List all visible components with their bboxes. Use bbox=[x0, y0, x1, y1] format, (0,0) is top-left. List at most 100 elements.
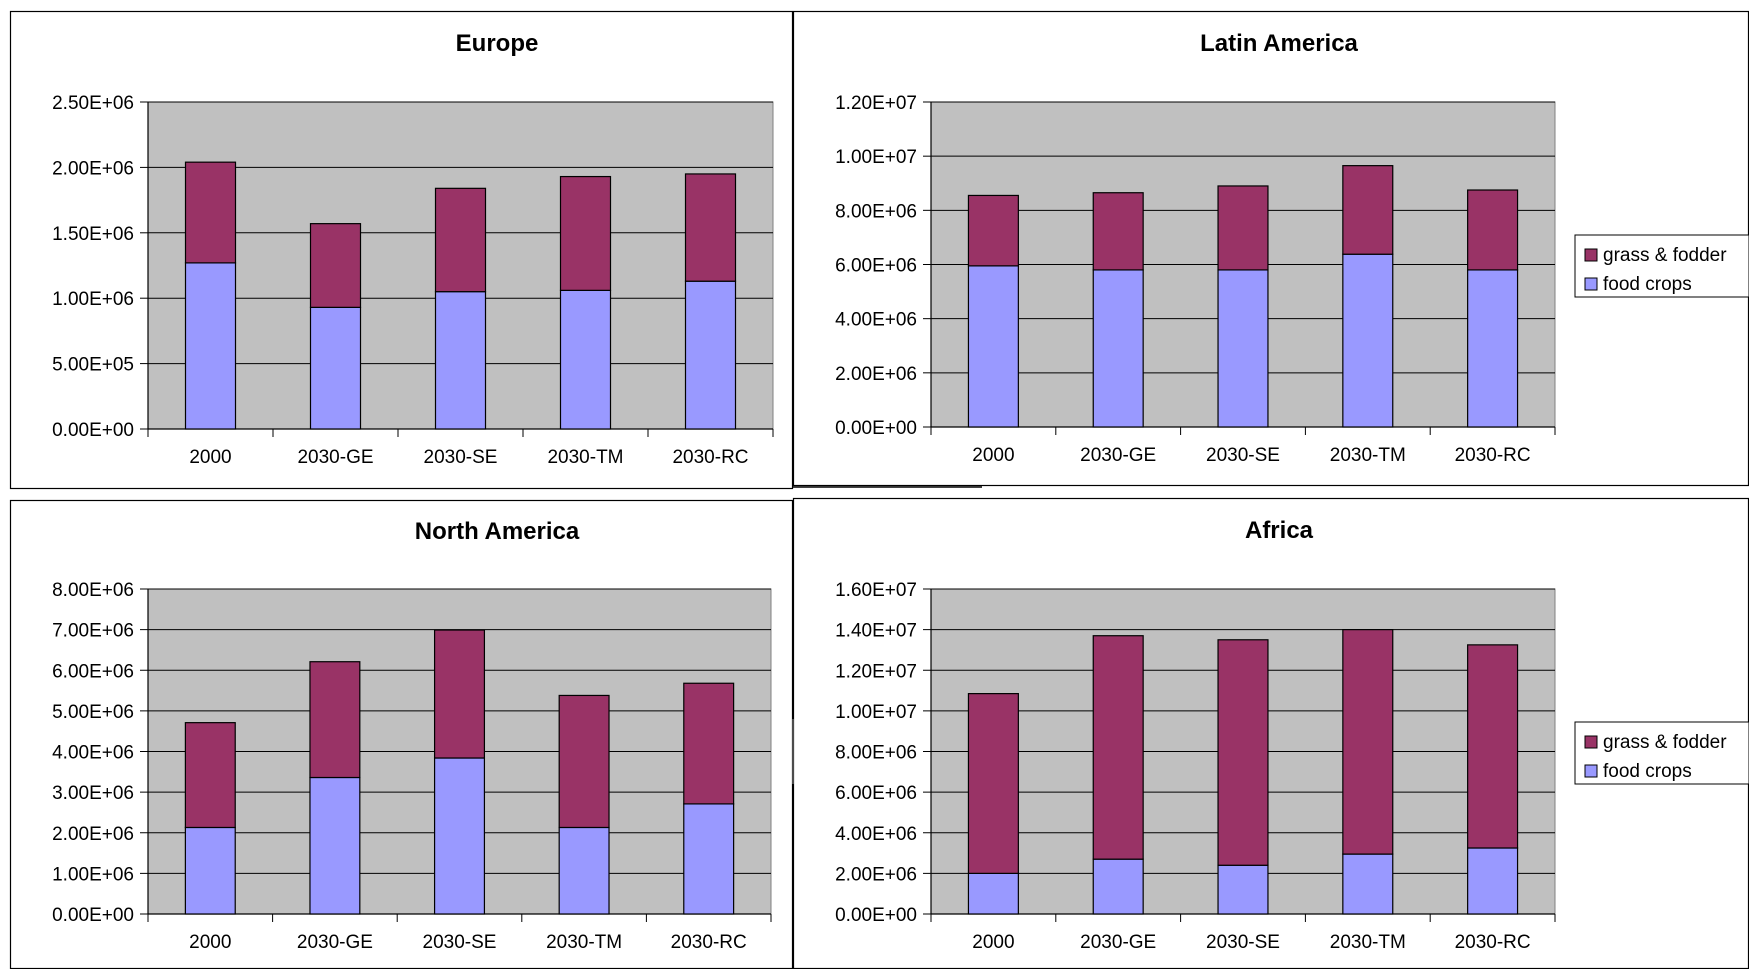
x-tick-label: 2030-SE bbox=[423, 932, 497, 953]
bar-grass-fodder-2030-rc bbox=[683, 682, 735, 805]
y-tick-label: 6.00E+06 bbox=[835, 256, 917, 277]
y-tick-label: 1.00E+07 bbox=[835, 147, 917, 168]
bar-grass-fodder-2030-rc bbox=[1467, 644, 1519, 849]
legend-box bbox=[1574, 234, 1749, 298]
y-tick-label: 8.00E+06 bbox=[835, 201, 917, 222]
bar-food-crops-2000 bbox=[184, 826, 236, 915]
bar-grass-fodder-2000 bbox=[967, 693, 1019, 874]
bar-grass-fodder-2000 bbox=[184, 722, 236, 829]
legend-box bbox=[1574, 721, 1749, 785]
y-tick-label: 7.00E+06 bbox=[52, 621, 134, 642]
bar-grass-fodder-2030-rc bbox=[684, 173, 737, 282]
x-tick-label: 2030-RC bbox=[1455, 445, 1531, 466]
y-tick-label: 1.40E+07 bbox=[835, 621, 917, 642]
y-tick-label: 0.00E+00 bbox=[52, 905, 134, 926]
y-tick-label: 2.00E+06 bbox=[52, 824, 134, 845]
y-tick-label: 1.60E+07 bbox=[835, 580, 917, 601]
y-tick-label: 8.00E+06 bbox=[835, 743, 917, 764]
chart-title: Latin America bbox=[1200, 30, 1358, 57]
x-tick-label: 2030-SE bbox=[424, 447, 498, 468]
bar-food-crops-2030-tm bbox=[559, 289, 612, 430]
bar-grass-fodder-2000 bbox=[967, 194, 1019, 267]
chart-latin-america: Latin America 0.00E+00 2.00E+06 4.00E+06 6.0… bbox=[792, 10, 1749, 487]
bar-food-crops-2030-se bbox=[1217, 269, 1269, 428]
bar-food-crops-2030-ge bbox=[309, 306, 362, 430]
legend-swatch-grass-fodder bbox=[1584, 248, 1598, 262]
chart-africa: Africa 0.00E+00 2.00E+06 4.00E+06 6.00E+06 8.… bbox=[792, 497, 1749, 969]
y-tick-label: 4.00E+06 bbox=[52, 743, 134, 764]
bar-food-crops-2030-se bbox=[433, 757, 486, 915]
bar-grass-fodder-2030-ge bbox=[309, 661, 361, 779]
bar-food-crops-2030-rc bbox=[683, 803, 735, 915]
legend-swatch-grass-fodder bbox=[1584, 735, 1598, 749]
chart-north-america: North America 0.00E+00 1.00E+06 2.00E+06 3.0… bbox=[9, 499, 794, 969]
legend-swatch-food-crops bbox=[1584, 764, 1598, 778]
chart-title: Africa bbox=[1245, 517, 1314, 544]
legend-label-grass-fodder: grass & fodder bbox=[1603, 732, 1727, 753]
x-tick-label: 2030-TM bbox=[1330, 445, 1406, 466]
chart-europe: Europe 0.00E+00 5.00E+05 1.00E+06 1.50E+06 2.… bbox=[9, 10, 794, 490]
bar-grass-fodder-2030-tm bbox=[1342, 629, 1394, 855]
bar-food-crops-2030-ge bbox=[1092, 269, 1144, 428]
y-tick-label: 4.00E+06 bbox=[835, 824, 917, 845]
legend: grass & fodder food crops bbox=[1574, 721, 1749, 785]
y-tick-label: 5.00E+06 bbox=[52, 702, 134, 723]
y-tick-label: 0.00E+00 bbox=[835, 418, 917, 439]
bar-grass-fodder-2030-rc bbox=[1467, 189, 1519, 271]
x-tick-label: 2030-TM bbox=[546, 932, 622, 953]
x-tick-label: 2030-SE bbox=[1206, 445, 1280, 466]
bar-grass-fodder-2030-ge bbox=[1092, 635, 1144, 860]
y-tick-label: 4.00E+06 bbox=[835, 310, 917, 331]
chart-title: Europe bbox=[456, 30, 539, 57]
bar-food-crops-2000 bbox=[184, 262, 237, 430]
bar-grass-fodder-2030-ge bbox=[1092, 192, 1144, 271]
bar-grass-fodder-2030-se bbox=[433, 629, 486, 759]
y-tick-label: 6.00E+06 bbox=[52, 661, 134, 682]
y-tick-label: 1.20E+07 bbox=[835, 93, 917, 114]
y-tick-label: 5.00E+05 bbox=[52, 355, 134, 376]
y-tick-label: 2.00E+06 bbox=[835, 864, 917, 885]
legend-label-food-crops: food crops bbox=[1603, 274, 1692, 295]
bar-grass-fodder-2030-ge bbox=[309, 223, 362, 308]
bar-food-crops-2030-rc bbox=[684, 280, 737, 430]
legend: grass & fodder food crops bbox=[1574, 234, 1749, 298]
legend-label-food-crops: food crops bbox=[1603, 761, 1692, 782]
y-tick-label: 2.00E+06 bbox=[835, 364, 917, 385]
bar-grass-fodder-2030-tm bbox=[1342, 165, 1394, 255]
x-tick-label: 2030-RC bbox=[1455, 932, 1531, 953]
bar-food-crops-2000 bbox=[967, 265, 1019, 428]
y-tick-label: 6.00E+06 bbox=[835, 783, 917, 804]
x-tick-label: 2030-TM bbox=[1330, 932, 1406, 953]
x-tick-label: 2030-SE bbox=[1206, 932, 1280, 953]
bar-grass-fodder-2030-se bbox=[434, 187, 487, 293]
y-tick-label: 1.00E+06 bbox=[52, 864, 134, 885]
x-tick-label: 2030-GE bbox=[1080, 932, 1156, 953]
y-tick-label: 1.00E+07 bbox=[835, 702, 917, 723]
x-tick-label: 2000 bbox=[972, 932, 1014, 953]
bar-grass-fodder-2030-tm bbox=[559, 175, 612, 291]
x-tick-label: 2000 bbox=[189, 447, 231, 468]
bar-food-crops-2030-rc bbox=[1467, 269, 1519, 428]
x-tick-label: 2030-TM bbox=[547, 447, 623, 468]
x-tick-label: 2000 bbox=[972, 445, 1014, 466]
x-tick-label: 2030-RC bbox=[671, 932, 747, 953]
bar-food-crops-2030-tm bbox=[1342, 853, 1394, 915]
bar-food-crops-2030-se bbox=[1217, 864, 1269, 915]
y-tick-label: 0.00E+00 bbox=[835, 905, 917, 926]
x-tick-label: 2030-GE bbox=[297, 447, 373, 468]
y-tick-label: 8.00E+06 bbox=[52, 580, 134, 601]
legend-label-grass-fodder: grass & fodder bbox=[1603, 245, 1727, 266]
x-tick-label: 2000 bbox=[189, 932, 231, 953]
bar-food-crops-2030-tm bbox=[558, 826, 610, 915]
bar-grass-fodder-2030-tm bbox=[558, 694, 610, 829]
y-tick-label: 1.00E+06 bbox=[52, 289, 134, 310]
y-tick-label: 2.50E+06 bbox=[52, 93, 134, 114]
legend-swatch-food-crops bbox=[1584, 277, 1598, 291]
y-tick-label: 2.00E+06 bbox=[52, 158, 134, 179]
bar-grass-fodder-2030-se bbox=[1217, 639, 1269, 866]
bar-food-crops-2030-rc bbox=[1467, 847, 1519, 915]
bar-grass-fodder-2000 bbox=[184, 161, 237, 264]
bar-food-crops-2030-tm bbox=[1342, 253, 1394, 428]
y-tick-label: 3.00E+06 bbox=[52, 783, 134, 804]
x-tick-label: 2030-GE bbox=[297, 932, 373, 953]
